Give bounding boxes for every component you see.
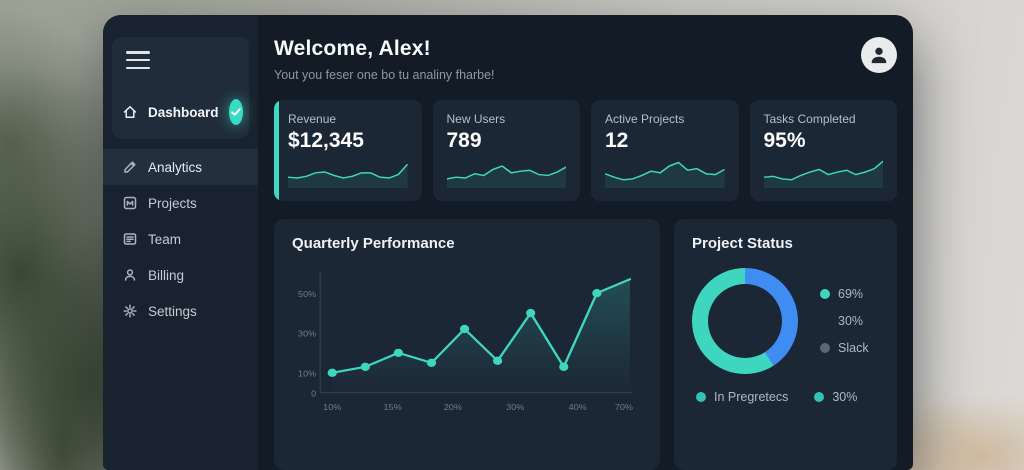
line-chart: 50% 30% 10% 0 10% 15% 20% 30% 40% 70% [298, 271, 633, 412]
donut-chart-area: 69% 30% Slack [692, 268, 879, 374]
legend-dot [814, 392, 825, 402]
dashboard-window: Dashboard Analytics Projects Team [103, 15, 913, 470]
stat-value: 95% [763, 129, 806, 152]
stat-label: Revenue [288, 112, 337, 126]
header: Welcome, Alex! Yout you feser one bo tu … [274, 37, 897, 82]
pencil-icon [122, 159, 138, 175]
stat-value: $12,345 [288, 129, 364, 152]
stat-card-active-projects[interactable]: Active Projects 12 [591, 100, 739, 201]
donut-bottom-legend: In Pregretecs 30% [692, 390, 879, 404]
stat-value: 789 [446, 129, 482, 152]
x-tick-label: 40% [569, 402, 587, 411]
legend-item: Slack [820, 341, 869, 355]
sparkline-chart [288, 163, 408, 188]
sparkline-chart [763, 160, 883, 188]
x-tick-label: 15% [384, 402, 402, 411]
legend-dot [820, 289, 830, 299]
check-icon [228, 99, 243, 125]
panel-title: Quarterly Performance [292, 235, 455, 252]
stat-label: New Users [446, 112, 506, 126]
sidebar-top-panel: Dashboard [112, 37, 249, 139]
page-title: Welcome, Alex! [274, 37, 431, 60]
legend-label: In Pregretecs [714, 390, 789, 404]
user-avatar[interactable] [861, 37, 897, 73]
sparkline-chart [446, 165, 566, 188]
stat-label: Tasks Completed [763, 112, 856, 126]
legend-item: 30% [814, 390, 857, 404]
person-icon [871, 47, 887, 64]
y-tick-label: 30% [298, 329, 316, 338]
x-tick-label: 10% [323, 402, 341, 411]
gear-icon [122, 303, 138, 319]
page-subtitle: Yout you feser one bo tu analiny fharbe! [274, 68, 495, 82]
legend-label: 30% [838, 314, 864, 328]
accent-bar [274, 100, 279, 201]
sidebar-item-dashboard[interactable]: Dashboard [120, 89, 243, 135]
sidebar: Dashboard Analytics Projects Team [103, 15, 258, 470]
sidebar-item-label: Billing [148, 267, 185, 283]
menu-icon[interactable] [126, 51, 150, 69]
y-tick-label: 0 [311, 389, 316, 398]
legend-label: Slack [838, 341, 869, 355]
stat-value: 12 [605, 129, 629, 152]
donut-side-legend: 69% 30% Slack [820, 287, 869, 355]
x-tick-label: 20% [444, 402, 462, 411]
sidebar-item-billing[interactable]: Billing [103, 257, 258, 293]
sidebar-item-projects[interactable]: Projects [103, 185, 258, 221]
sparkline-chart [605, 161, 725, 188]
sidebar-item-label: Dashboard [148, 104, 219, 120]
project-status-panel: Project Status 69% 30% [674, 219, 897, 470]
panel-title: Project Status [692, 235, 793, 252]
sidebar-item-team[interactable]: Team [103, 221, 258, 257]
bottom-panels-row: Quarterly Performance 50% 30% 10% 0 [274, 219, 897, 470]
stat-card-tasks-completed[interactable]: Tasks Completed 95% [749, 100, 897, 201]
y-tick-label: 10% [298, 369, 316, 378]
stat-cards-row: Revenue $12,345 New Users 789 Active Pro… [274, 100, 897, 201]
stat-card-revenue[interactable]: Revenue $12,345 [274, 100, 422, 201]
legend-label: 30% [832, 390, 858, 404]
sidebar-item-label: Team [148, 231, 182, 247]
donut-chart [692, 268, 798, 374]
sidebar-item-analytics[interactable]: Analytics [103, 149, 258, 185]
stat-card-new-users[interactable]: New Users 789 [432, 100, 580, 201]
main-content: Welcome, Alex! Yout you feser one bo tu … [258, 15, 913, 470]
sidebar-item-label: Projects [148, 195, 197, 211]
legend-label: 69% [838, 287, 864, 301]
x-tick-label: 30% [506, 402, 524, 411]
legend-item: 69% [820, 287, 869, 301]
home-icon [122, 104, 138, 120]
user-icon [122, 267, 138, 283]
quarterly-performance-panel: Quarterly Performance 50% 30% 10% 0 [274, 219, 660, 470]
y-tick-label: 50% [298, 289, 316, 298]
sidebar-item-label: Settings [148, 303, 197, 319]
team-icon [122, 231, 138, 247]
legend-dot [820, 343, 830, 353]
sidebar-item-settings[interactable]: Settings [103, 293, 258, 329]
legend-dot [696, 392, 706, 402]
projects-icon [122, 195, 138, 211]
stat-label: Active Projects [605, 112, 685, 126]
legend-item: In Pregretecs [696, 390, 788, 404]
x-tick-label: 70% [615, 402, 633, 411]
sidebar-item-label: Analytics [148, 159, 203, 175]
legend-item: 30% [820, 314, 869, 328]
